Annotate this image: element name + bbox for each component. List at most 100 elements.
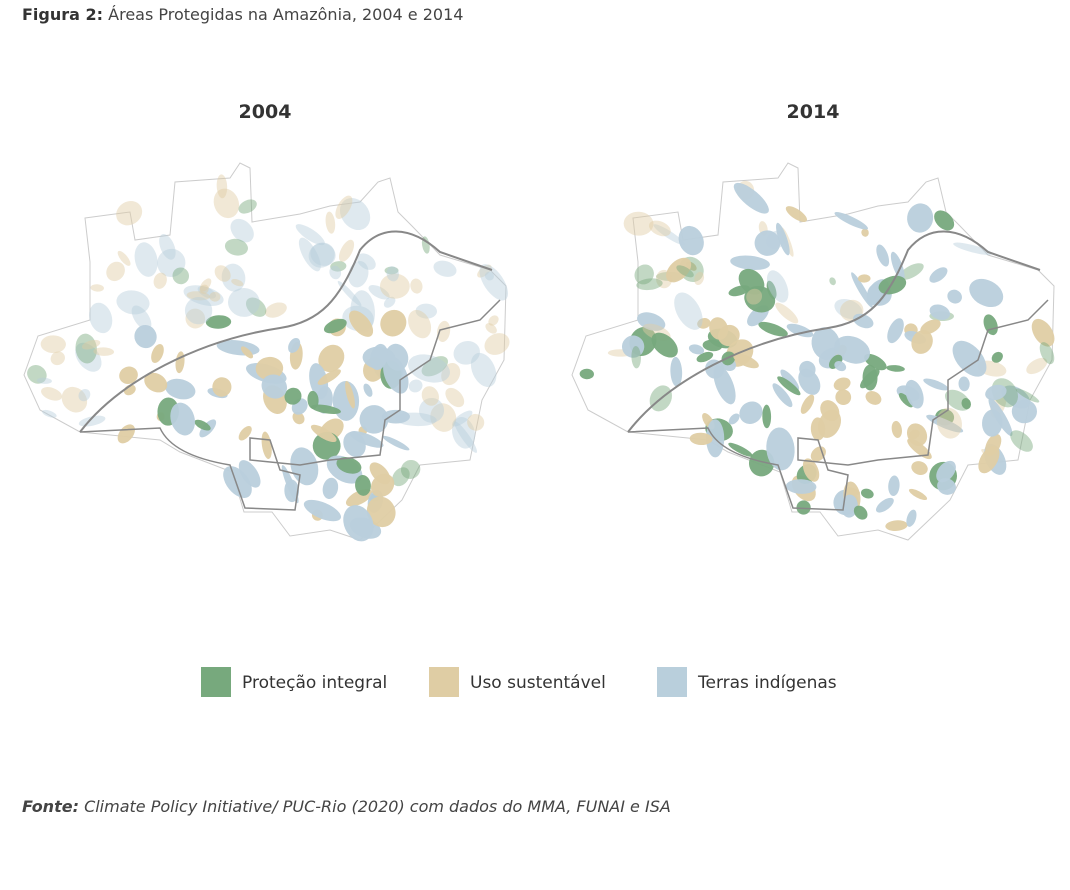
- protected-area: [281, 465, 299, 504]
- protected-area: [780, 369, 800, 391]
- protected-area: [336, 457, 362, 474]
- protected-area: [170, 402, 196, 436]
- protected-area: [40, 335, 66, 354]
- protected-area: [288, 337, 301, 353]
- region-outline: [23, 162, 507, 541]
- protected-area: [433, 260, 457, 277]
- region-outline: [571, 162, 1055, 541]
- protected-area: [337, 280, 362, 307]
- protected-area: [199, 278, 212, 292]
- map-title: 2014: [787, 101, 840, 123]
- legend-swatch: [657, 667, 687, 697]
- legend-swatch: [429, 667, 459, 697]
- protected-area: [421, 386, 439, 406]
- map-title: 2004: [239, 101, 292, 123]
- protected-area: [216, 174, 228, 199]
- protected-area: [886, 365, 905, 372]
- protected-area: [911, 330, 933, 354]
- protected-area: [325, 211, 336, 234]
- protected-area: [991, 351, 1003, 363]
- protected-area: [488, 315, 499, 326]
- protected-area: [343, 505, 374, 542]
- protected-area: [833, 377, 851, 391]
- protected-area: [911, 461, 928, 475]
- protected-area: [117, 250, 131, 266]
- protected-area: [379, 273, 410, 299]
- protected-area: [887, 318, 904, 344]
- protected-area: [437, 320, 451, 343]
- protected-area: [36, 377, 52, 384]
- protected-area: [329, 265, 342, 280]
- protected-area: [835, 389, 852, 405]
- legend-label: Terras indígenas: [697, 673, 837, 693]
- protected-area: [798, 368, 821, 395]
- protected-area: [261, 431, 272, 459]
- protected-area: [796, 500, 811, 515]
- protected-area: [27, 365, 47, 384]
- protected-area: [381, 409, 410, 424]
- protected-area: [183, 285, 224, 306]
- protected-area: [408, 354, 450, 383]
- protected-area: [339, 198, 371, 231]
- deforestation-arc: [79, 299, 501, 511]
- protected-area: [953, 242, 993, 255]
- protected-area: [75, 333, 97, 364]
- protected-area: [383, 296, 396, 308]
- protected-area: [875, 497, 894, 513]
- protected-area: [969, 278, 1004, 308]
- protected-area: [106, 261, 125, 282]
- protected-area: [702, 339, 723, 352]
- protected-area: [408, 379, 423, 393]
- protected-area: [330, 261, 347, 272]
- protected-area: [151, 343, 164, 363]
- protected-area: [322, 477, 339, 499]
- protected-area: [212, 377, 232, 397]
- protected-area: [853, 505, 868, 520]
- protected-area: [775, 302, 799, 324]
- protected-area: [153, 272, 167, 289]
- protected-area: [621, 335, 645, 358]
- protected-area: [709, 317, 729, 340]
- protected-area: [453, 340, 480, 365]
- protected-area: [936, 460, 956, 483]
- figure-label: Figura 2:: [22, 5, 104, 24]
- protected-area: [834, 212, 869, 230]
- protected-area: [694, 271, 705, 285]
- protected-area: [670, 356, 683, 387]
- protected-area: [292, 411, 305, 425]
- protected-area: [221, 263, 246, 292]
- protected-area: [785, 479, 817, 494]
- protected-area: [1015, 388, 1040, 403]
- protected-area: [634, 264, 654, 285]
- protected-area: [385, 343, 409, 371]
- protected-area: [936, 407, 962, 439]
- protected-area: [898, 393, 914, 408]
- protected-area: [696, 351, 714, 363]
- protected-area: [689, 432, 713, 446]
- protected-area: [944, 389, 971, 411]
- legend-swatch: [201, 667, 231, 697]
- protected-area: [579, 368, 594, 380]
- protected-area: [430, 403, 457, 432]
- protected-area: [159, 234, 176, 260]
- protected-area: [746, 288, 763, 305]
- protected-area: [785, 206, 808, 223]
- protected-area: [891, 420, 902, 438]
- protected-area: [310, 424, 337, 443]
- protected-area: [134, 242, 158, 277]
- protected-area: [674, 292, 703, 330]
- protected-area: [227, 287, 260, 317]
- protected-area: [810, 417, 826, 441]
- protected-area: [983, 314, 998, 336]
- protected-area: [452, 417, 476, 449]
- protected-area: [786, 323, 814, 338]
- protected-area: [307, 390, 319, 409]
- protected-area: [666, 257, 692, 283]
- protected-area: [688, 344, 705, 355]
- protected-area: [290, 447, 319, 486]
- protected-area: [366, 496, 396, 528]
- figure-header: Figura 2: Áreas Protegidas na Amazônia, …: [22, 5, 463, 24]
- protected-area: [144, 372, 168, 393]
- protected-area: [1039, 342, 1055, 365]
